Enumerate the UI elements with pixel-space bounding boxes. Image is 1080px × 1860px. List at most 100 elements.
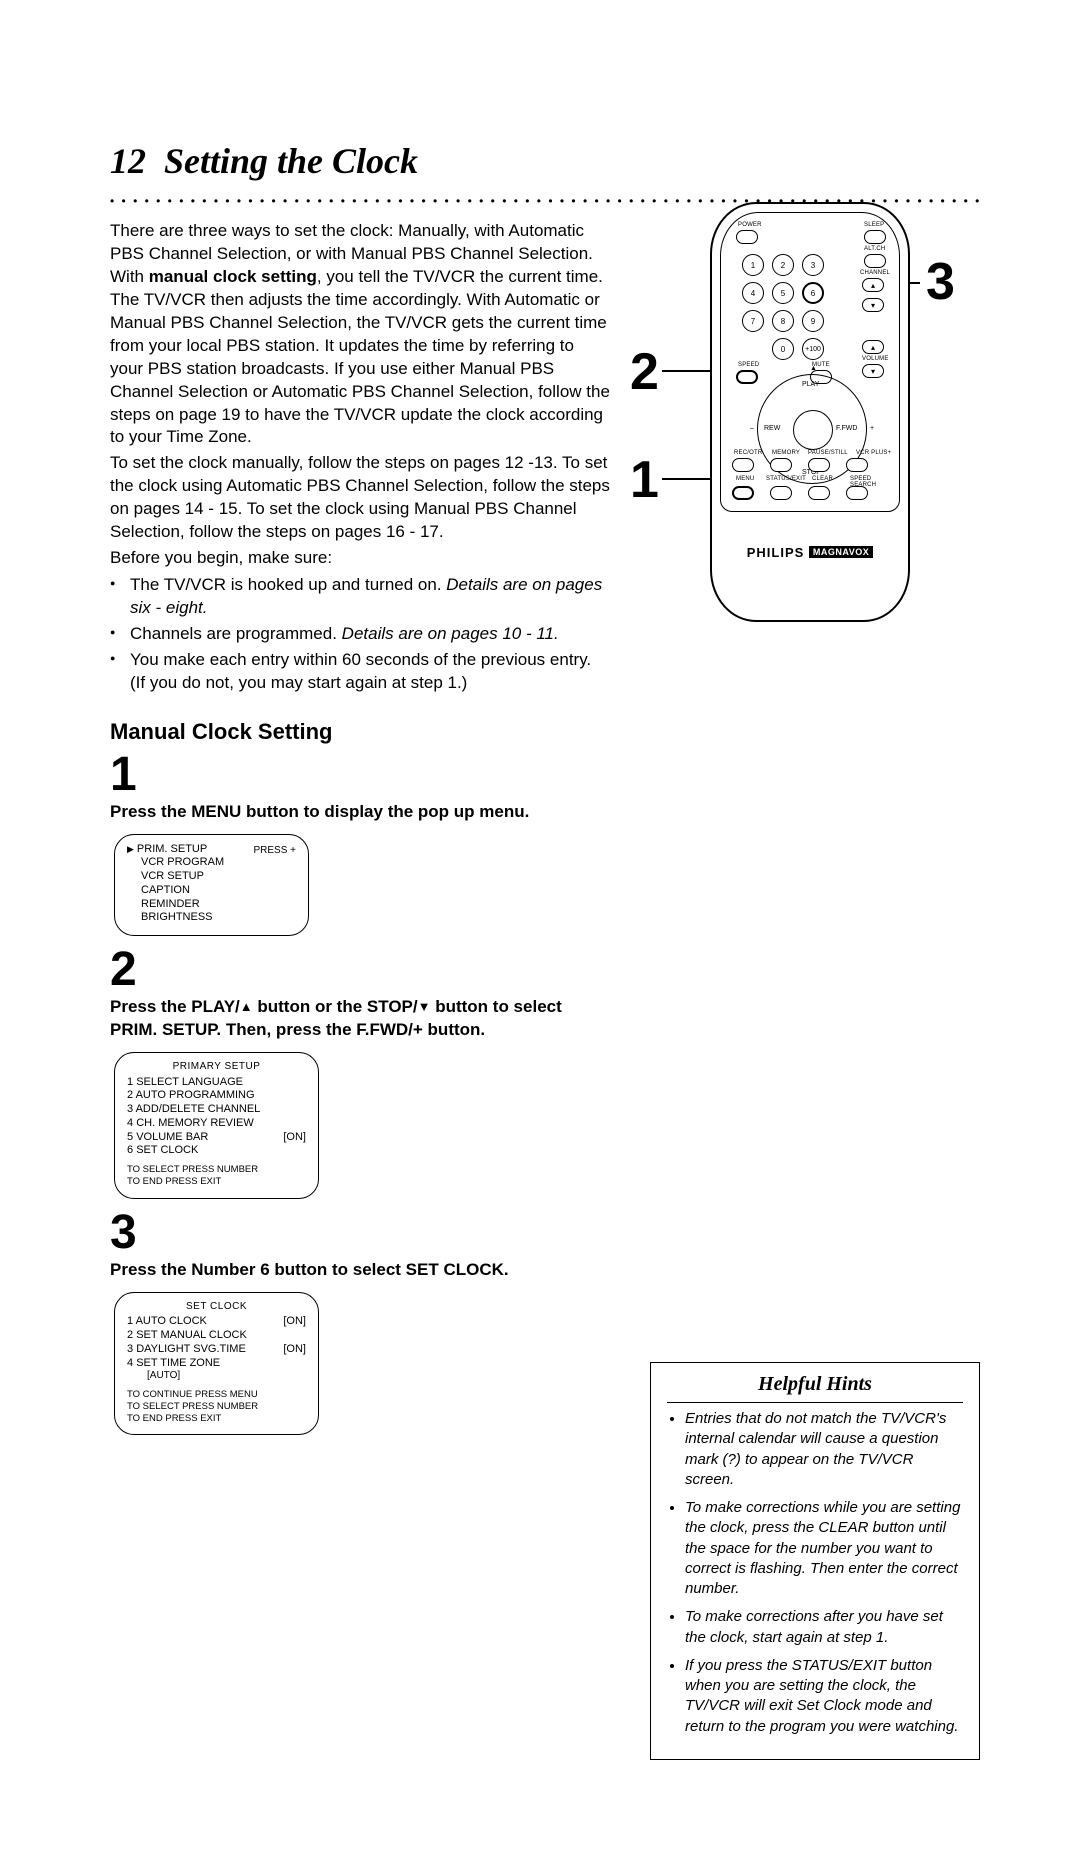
- prereq-list: The TV/VCR is hooked up and turned on. D…: [110, 574, 610, 695]
- num-label: 1: [751, 261, 755, 270]
- hint-item: To make corrections while you are settin…: [685, 1498, 963, 1599]
- osd-item: VCR PROGRAM: [127, 856, 253, 870]
- prereq-text: The TV/VCR is hooked up and turned on.: [130, 575, 446, 594]
- memory-button[interactable]: [770, 458, 792, 472]
- prereq-item: You make each entry within 60 seconds of…: [128, 649, 610, 695]
- power-button[interactable]: [736, 230, 758, 244]
- osd-item: VCR SETUP: [127, 870, 253, 884]
- num-0-button[interactable]: 0: [772, 338, 794, 360]
- sleep-button[interactable]: [864, 230, 886, 244]
- osd-num: 4: [127, 1117, 133, 1129]
- osd-label: ADD/DELETE CHANNEL: [136, 1103, 261, 1115]
- step2-b: button or the STOP/: [253, 997, 418, 1016]
- osd-val: [ON]: [283, 1315, 306, 1329]
- hints-list: Entries that do not match the TV/VCR's i…: [667, 1409, 963, 1737]
- osd-num: 3: [127, 1343, 133, 1355]
- altch-label: ALT.CH: [864, 246, 885, 252]
- step-number-2: 2: [110, 946, 610, 994]
- intro-bold: manual clock setting: [149, 267, 317, 286]
- prereq-ital: Details are on pages 10 - 11.: [342, 624, 559, 643]
- osd-label: AUTO PROGRAMMING: [136, 1089, 255, 1101]
- minus-icon: –: [750, 425, 754, 432]
- osd-item: REMINDER: [127, 898, 253, 912]
- osd-row: 3 ADD/DELETE CHANNEL: [127, 1103, 306, 1117]
- vol-down-button[interactable]: ▾: [862, 364, 884, 378]
- plus100-button[interactable]: +100: [802, 338, 824, 360]
- nav-center-button[interactable]: [793, 410, 833, 450]
- osd-title: SET CLOCK: [127, 1301, 306, 1314]
- rew-label: REW: [764, 425, 780, 432]
- channel-down-button[interactable]: ▾: [862, 298, 884, 312]
- plus100-label: +100: [805, 346, 821, 353]
- brand-magnavox: MAGNAVOX: [809, 546, 873, 558]
- play-label: PLAY: [802, 381, 819, 388]
- memory-label: MEMORY: [772, 450, 800, 456]
- osd-footer: TO SELECT PRESS NUMBER: [127, 1164, 306, 1176]
- pause-label: PAUSE/STILL: [808, 450, 848, 456]
- status-label: STATUS/EXIT: [766, 476, 806, 482]
- rec-button[interactable]: [732, 458, 754, 472]
- num-label: 8: [781, 317, 785, 326]
- osd-item: CAPTION: [127, 884, 253, 898]
- osd-label: CH. MEMORY REVIEW: [136, 1117, 254, 1129]
- pointer-icon: ▶: [127, 844, 134, 855]
- osd-label: SET MANUAL CLOCK: [136, 1329, 247, 1341]
- vcrplus-button[interactable]: [846, 458, 868, 472]
- hints-title: Helpful Hints: [667, 1373, 963, 1403]
- num-5-button[interactable]: 5: [772, 282, 794, 304]
- channel-up-button[interactable]: ▴: [862, 278, 884, 292]
- osd-indent: [AUTO]: [127, 1370, 306, 1383]
- num-7-button[interactable]: 7: [742, 310, 764, 332]
- osd-row: 3 DAYLIGHT SVG.TIME[ON]: [127, 1343, 306, 1357]
- osd-label: AUTO CLOCK: [136, 1315, 207, 1327]
- osd-menu-3: SET CLOCK 1 AUTO CLOCK[ON] 2 SET MANUAL …: [114, 1292, 319, 1436]
- brand-row: PHILIPS MAGNAVOX: [712, 545, 908, 560]
- num-8-button[interactable]: 8: [772, 310, 794, 332]
- osd-num: 2: [127, 1089, 133, 1101]
- down-triangle-icon: ▼: [418, 998, 431, 1016]
- osd-row: 6 SET CLOCK: [127, 1144, 306, 1158]
- sleep-label: SLEEP: [864, 222, 884, 228]
- speed-button[interactable]: [736, 370, 758, 384]
- pause-button[interactable]: [808, 458, 830, 472]
- brand-philips: PHILIPS: [747, 545, 805, 560]
- num-label: 4: [751, 289, 755, 298]
- altch-button[interactable]: [864, 254, 886, 268]
- num-6-button[interactable]: 6: [802, 282, 824, 304]
- num-1-button[interactable]: 1: [742, 254, 764, 276]
- hint-item: If you press the STATUS/EXIT button when…: [685, 1656, 963, 1737]
- callout-2: 2: [630, 342, 659, 402]
- clear-button[interactable]: [808, 486, 830, 500]
- num-label: 9: [811, 317, 815, 326]
- osd-item: BRIGHTNESS: [127, 911, 253, 925]
- section-heading: Manual Clock Setting: [110, 719, 610, 745]
- num-9-button[interactable]: 9: [802, 310, 824, 332]
- num-label: 5: [781, 289, 785, 298]
- prereq-item: The TV/VCR is hooked up and turned on. D…: [128, 574, 610, 620]
- intro-p3: Before you begin, make sure:: [110, 547, 610, 570]
- osd-label: SET TIME ZONE: [136, 1357, 220, 1369]
- step2-a: Press the PLAY/: [110, 997, 240, 1016]
- menu-button[interactable]: [732, 486, 754, 500]
- num-3-button[interactable]: 3: [802, 254, 824, 276]
- osd-footer: TO CONTINUE PRESS MENU: [127, 1389, 306, 1401]
- step-1-text: Press the MENU button to display the pop…: [110, 801, 610, 824]
- num-4-button[interactable]: 4: [742, 282, 764, 304]
- osd-num: 3: [127, 1103, 133, 1115]
- osd-footer: TO SELECT PRESS NUMBER: [127, 1401, 306, 1413]
- step-3-text: Press the Number 6 button to select SET …: [110, 1259, 610, 1282]
- page-number: 12: [110, 140, 146, 182]
- vol-up-button[interactable]: ▴: [862, 340, 884, 354]
- osd-num: 4: [127, 1357, 133, 1369]
- menu-label: MENU: [736, 476, 754, 482]
- status-button[interactable]: [770, 486, 792, 500]
- osd-item: ▶PRIM. SETUP: [127, 843, 253, 857]
- speedsearch-button[interactable]: [846, 486, 868, 500]
- right-column: 1 2 3 POWER SLEEP ALT.CH 1 2: [650, 220, 980, 1760]
- page-title: Setting the Clock: [164, 140, 418, 182]
- num-2-button[interactable]: 2: [772, 254, 794, 276]
- speed-label: SPEED: [738, 362, 759, 368]
- prereq-item: Channels are programmed. Details are on …: [128, 623, 610, 646]
- step-number-1: 1: [110, 751, 610, 799]
- callout-3: 3: [926, 252, 955, 312]
